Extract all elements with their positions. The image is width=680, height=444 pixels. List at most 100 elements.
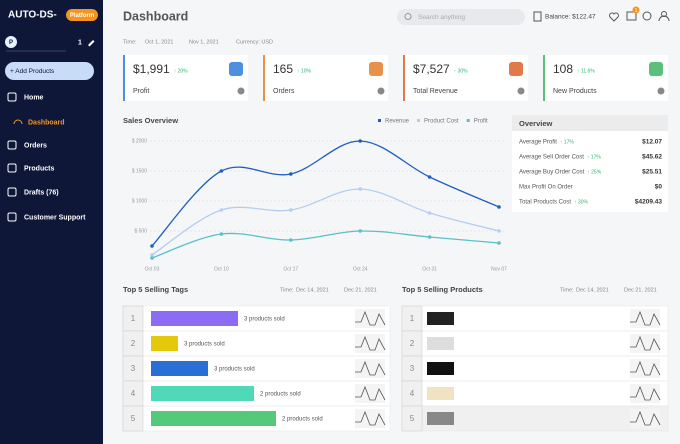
product-thumb	[427, 412, 454, 425]
product-thumb	[427, 387, 454, 400]
help-icon[interactable]	[377, 87, 385, 95]
table-time: Time:	[280, 287, 294, 293]
table-end[interactable]: Dec 21, 2021	[344, 287, 377, 293]
user-icon-body	[658, 15, 670, 22]
add-button-label: + Add Products	[10, 68, 55, 75]
search-box[interactable]	[397, 9, 525, 25]
data-point	[358, 187, 363, 191]
settings-icon[interactable]	[642, 11, 652, 21]
data-point	[150, 253, 154, 257]
x-tick-label: Oct 10	[214, 266, 229, 272]
sparkline-bg	[355, 359, 385, 378]
edit-icon[interactable]	[88, 40, 95, 47]
nav-item[interactable]: Dashboard	[28, 119, 65, 126]
filter-start[interactable]: Oct 1, 2021	[145, 39, 173, 45]
kpi-value: $1,991	[133, 62, 170, 76]
overview-title: Overview	[519, 119, 553, 128]
kpi-label: Total Revenue	[413, 88, 458, 95]
data-point	[219, 208, 224, 212]
data-point	[497, 241, 501, 245]
overview-change: ↑ 30%	[574, 199, 588, 205]
kpi-icon	[369, 62, 383, 76]
overview-label: Average Buy Order Cost	[519, 170, 585, 176]
kpi-change: ↑ 20%	[174, 68, 188, 74]
overview-label: Average Sell Order Cost	[519, 155, 584, 161]
overview-value: $0	[655, 184, 663, 191]
sparkline-bg	[355, 409, 385, 428]
x-tick-label: Oct 24	[353, 266, 368, 272]
notification-count: 1	[635, 8, 638, 14]
table-title: Top 5 Selling Tags	[123, 285, 188, 294]
avatar[interactable]	[5, 36, 17, 48]
data-point	[358, 139, 363, 143]
nav-item[interactable]: Orders	[24, 142, 47, 149]
help-icon[interactable]	[657, 87, 665, 95]
data-point	[497, 229, 501, 233]
page-title: Dashboard	[123, 9, 188, 23]
nav-item[interactable]: Drafts (76)	[24, 189, 59, 196]
data-point	[427, 211, 432, 215]
nav-item[interactable]: Products	[24, 165, 54, 172]
tag-bar	[151, 386, 254, 401]
sparkline-bg	[355, 334, 385, 353]
add-button[interactable]	[5, 62, 94, 80]
product-thumb	[427, 337, 454, 350]
kpi-label: Profit	[133, 88, 149, 95]
nav-item[interactable]: Customer Support	[24, 214, 86, 221]
product-thumb	[427, 362, 454, 375]
messages-icon[interactable]	[626, 11, 637, 21]
favorites-icon[interactable]	[609, 12, 619, 22]
overview-label: Total Products Cost	[519, 200, 571, 206]
legend-label: Revenue	[385, 119, 410, 125]
kpi-change: ↑ 11.6%	[577, 68, 595, 74]
y-tick-label: $ 1000	[132, 198, 148, 204]
data-point	[150, 244, 154, 248]
overview-value: $12.07	[642, 139, 662, 146]
series-line	[151, 230, 500, 259]
product-thumb	[427, 312, 454, 325]
rank: 2	[131, 339, 136, 348]
data-point	[289, 208, 293, 212]
rank: 5	[410, 414, 415, 423]
data-point	[427, 235, 432, 239]
kpi-change: ↑ 10%	[297, 68, 311, 74]
rank: 4	[410, 389, 415, 398]
data-point	[427, 175, 432, 179]
overview-header	[512, 115, 668, 131]
overview-value: $4209.43	[635, 199, 662, 206]
overview-change: ↑ 17%	[560, 139, 574, 145]
filter-currency[interactable]: Currency: USD	[236, 39, 273, 45]
kpi-accent	[123, 55, 125, 101]
chart-title: Sales Overview	[123, 116, 178, 125]
help-icon[interactable]	[237, 87, 245, 95]
kpi-card	[123, 55, 248, 101]
filter-end[interactable]: Nov 1, 2021	[189, 39, 219, 45]
rank: 3	[410, 364, 415, 373]
kpi-card	[263, 55, 388, 101]
help-icon[interactable]	[517, 87, 525, 95]
overview-change: ↑ 17%	[587, 154, 601, 160]
table-start[interactable]: Dec 14, 2021	[296, 287, 329, 293]
sparkline	[630, 385, 661, 401]
sparkline-bg	[355, 384, 385, 403]
nav-icon	[7, 187, 17, 197]
products-sold: 2 products sold	[260, 392, 301, 398]
y-tick-label: $ 500	[134, 228, 147, 234]
kpi-accent	[403, 55, 405, 101]
table-start[interactable]: Dec 14, 2021	[576, 287, 609, 293]
overview-value: $25.51	[642, 169, 662, 176]
sparkline	[630, 310, 661, 326]
nav-item[interactable]: Home	[24, 94, 44, 101]
wallet-icon	[533, 11, 542, 22]
data-point	[150, 256, 154, 260]
sparkline	[355, 410, 386, 426]
table-end[interactable]: Dec 21, 2021	[624, 287, 657, 293]
y-tick-label: $ 2000	[132, 138, 148, 144]
kpi-value: 165	[273, 62, 293, 76]
x-tick-label: Nov 07	[491, 266, 507, 272]
logo[interactable]: AUTO-DS-	[8, 10, 57, 21]
notification-dot	[632, 6, 640, 14]
data-point	[219, 232, 224, 236]
sparkline	[355, 335, 386, 351]
sparkline-bg	[630, 309, 660, 328]
